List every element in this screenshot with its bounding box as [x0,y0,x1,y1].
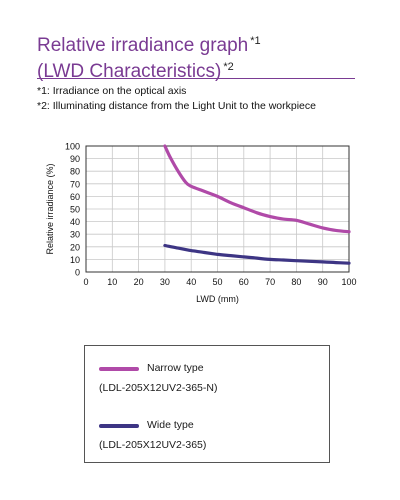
y-tick-label-0: 0 [75,268,80,278]
series-line-narrow [163,144,351,234]
page-title-line-1: Relative irradiance graph *1 [37,34,261,60]
legend-name-wide: Wide type [147,419,194,431]
y-tick-label-90: 90 [70,154,80,164]
y-tick-label-30: 30 [70,230,80,240]
legend-model-wide: (LDL-205X12UV2-365) [99,439,207,451]
x-tick-label-40: 40 [186,277,196,287]
x-tick-label-10: 10 [107,277,117,287]
irradiance-chart: 0 10 20 30 40 50 60 70 80 90 100 0 10 20 30 40 50 60 70 80 9… [45,142,357,305]
y-axis-label: Relative irradiance (%) [45,163,55,254]
title-footnote-mark-1: *1 [250,35,261,47]
title-text-2: (LWD Characteristics) [37,61,222,82]
y-tick-label-100: 100 [65,142,80,152]
x-tick-label-20: 20 [134,277,144,287]
y-tick-label-70: 70 [70,179,80,189]
x-tick-label-50: 50 [212,277,222,287]
page-title-line-2: (LWD Characteristics) *2 [37,60,261,86]
title-divider [37,78,355,79]
footnote-2: *2: Illuminating distance from the Light… [37,100,316,112]
x-axis-label: LWD (mm) [196,294,239,304]
title-block: Relative irradiance graph *1 (LWD Charact… [37,34,261,86]
y-tick-label-50: 50 [70,205,80,215]
title-footnote-mark-2: *2 [223,61,234,73]
x-tick-label-80: 80 [291,277,301,287]
footnote-1: *1: Irradiance on the optical axis [37,85,187,97]
x-tick-label-60: 60 [239,277,249,287]
x-tick-label-0: 0 [83,277,88,287]
plot-frame [85,145,350,273]
legend-name-narrow: Narrow type [147,362,204,374]
x-tick-label-70: 70 [265,277,275,287]
series-line-wide [163,243,351,265]
title-text-1: Relative irradiance graph [37,35,249,56]
legend-swatch-narrow [99,367,139,371]
x-tick-label-30: 30 [160,277,170,287]
y-tick-label-40: 40 [70,217,80,227]
chart-legend: Narrow type (LDL-205X12UV2-365-N) Wide t… [84,345,330,463]
y-tick-label-10: 10 [70,255,80,265]
legend-model-narrow: (LDL-205X12UV2-365-N) [99,382,218,394]
y-tick-label-20: 20 [70,242,80,252]
legend-swatch-wide [99,424,139,428]
y-tick-label-80: 80 [70,167,80,177]
footnotes: *1: Irradiance on the optical axis *2: I… [37,84,316,114]
y-tick-label-60: 60 [70,192,80,202]
x-tick-label-100: 100 [341,277,356,287]
x-tick-label-90: 90 [318,277,328,287]
